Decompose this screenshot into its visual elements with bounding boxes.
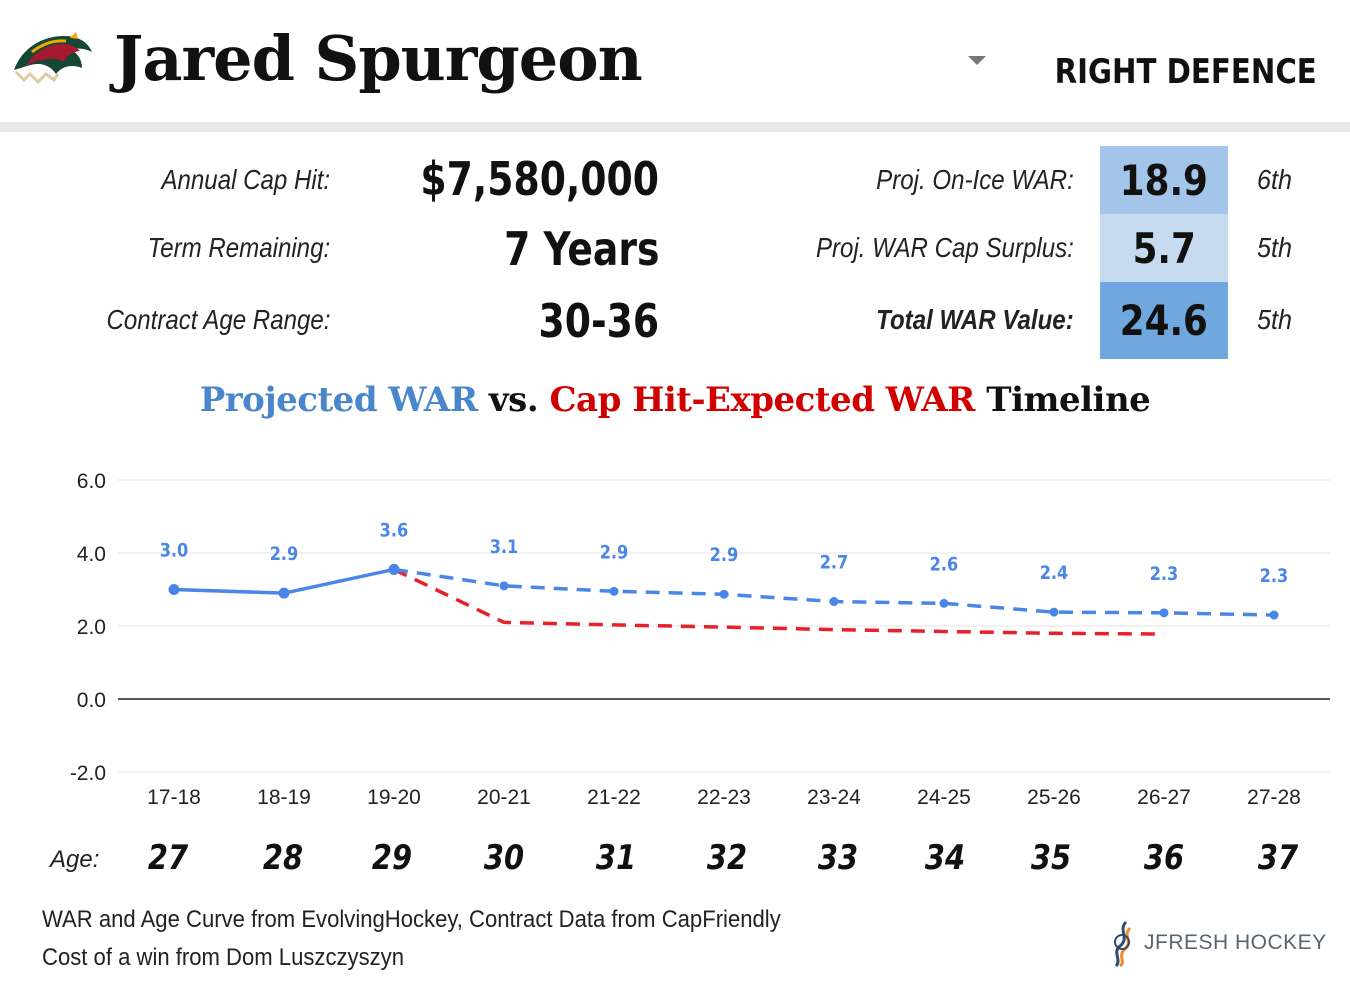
expected-war-line — [393, 567, 1165, 636]
projected-war-point — [1269, 610, 1279, 620]
onice-war-box: 18.9 — [1100, 146, 1228, 214]
projected-war-point — [1049, 607, 1059, 617]
projected-war-data-label: 2.9 — [710, 545, 739, 567]
x-tick-label: 17-18 — [147, 786, 201, 809]
source-note-2: Cost of a win from Dom Luszczyszyn — [42, 944, 404, 971]
header: Jared Spurgeon RIGHT DEFENCE — [0, 0, 1350, 122]
age-range-label: Contract Age Range: — [106, 304, 330, 335]
projected-war-point — [499, 581, 509, 591]
age-value: 28 — [262, 838, 304, 878]
player-name: Jared Spurgeon — [114, 22, 643, 95]
x-tick-label: 23-24 — [807, 786, 861, 809]
projected-war-data-label: 2.9 — [270, 544, 299, 566]
projected-war-point — [719, 589, 729, 599]
x-tick-label: 19-20 — [367, 786, 421, 809]
x-tick-label: 20-21 — [477, 786, 531, 809]
y-tick-label: 0.0 — [77, 689, 106, 712]
age-value: 36 — [1143, 838, 1185, 878]
war-surplus-label: Proj. WAR Cap Surplus: — [816, 232, 1074, 263]
chart-title: Projected WAR vs. Cap Hit-Expected WAR T… — [0, 380, 1350, 420]
chart-title-projected: Projected WAR — [199, 380, 478, 420]
projected-war-point — [168, 584, 180, 595]
age-value: 29 — [371, 838, 413, 878]
x-tick-label: 26-27 — [1137, 786, 1191, 809]
total-war-box: 24.6 — [1100, 282, 1228, 359]
total-war-label: Total WAR Value: — [876, 304, 1074, 335]
source-note-1: WAR and Age Curve from EvolvingHockey, C… — [42, 906, 781, 933]
x-tick-label: 24-25 — [917, 786, 971, 809]
projected-war-data-label: 2.3 — [1150, 564, 1179, 586]
total-war-rank: 5th — [1257, 304, 1293, 335]
age-value: 30 — [483, 838, 525, 878]
player-position: RIGHT DEFENCE — [1054, 52, 1317, 92]
projected-war-point — [609, 586, 619, 596]
y-tick-label: 6.0 — [77, 470, 106, 493]
y-tick-label: -2.0 — [70, 762, 106, 785]
jfresh-logo-icon — [1114, 920, 1132, 968]
age-value: 34 — [924, 838, 966, 878]
projected-war-line-projection — [393, 567, 1275, 617]
projected-war-data-label: 2.3 — [1260, 566, 1289, 588]
age-value: 35 — [1030, 838, 1072, 878]
projected-war-data-label: 2.7 — [820, 552, 849, 574]
cap-hit-value: $7,580,000 — [420, 152, 659, 206]
brand-name: JFRESH HOCKEY — [1144, 931, 1327, 954]
term-value: 7 Years — [503, 222, 659, 276]
age-value: 33 — [817, 838, 859, 878]
onice-war-value: 18.9 — [1119, 155, 1209, 205]
y-tick-label: 4.0 — [77, 543, 106, 566]
projected-war-point — [388, 563, 400, 575]
war-surplus-box: 5.7 — [1100, 214, 1228, 282]
war-surplus-rank: 5th — [1257, 232, 1293, 263]
war-surplus-value: 5.7 — [1132, 223, 1196, 273]
x-tick-label: 18-19 — [257, 786, 311, 809]
age-value: 27 — [147, 838, 189, 878]
brand: JFRESH HOCKEY — [1108, 918, 1328, 968]
x-tick-label: 21-22 — [587, 786, 641, 809]
projected-war-data-label: 3.6 — [380, 520, 409, 542]
projected-war-point — [829, 597, 839, 607]
war-timeline-chart: 6.0 4.0 2.0 0.0 -2.0 17-18 18-19 19-20 20-21 21-2… — [70, 470, 1330, 809]
x-tick-label: 27-28 — [1247, 786, 1301, 809]
age-range-value: 30-36 — [538, 294, 659, 348]
chart-title-vs: vs. — [477, 380, 550, 420]
chart-title-expected: Cap Hit-Expected WAR — [549, 380, 976, 420]
projected-war-point — [1159, 608, 1169, 618]
age-value: 37 — [1257, 838, 1299, 878]
x-tick-label: 22-23 — [697, 786, 751, 809]
projected-war-data-label: 2.6 — [930, 554, 959, 576]
onice-war-rank: 6th — [1257, 164, 1293, 195]
y-tick-label: 2.0 — [77, 616, 106, 639]
chart-title-timeline: Timeline — [974, 380, 1151, 420]
age-value: 31 — [595, 838, 637, 878]
projected-war-point — [939, 598, 949, 608]
onice-war-label: Proj. On-Ice WAR: — [876, 164, 1074, 195]
x-tick-label: 25-26 — [1027, 786, 1081, 809]
projected-war-data-label: 3.0 — [160, 540, 189, 562]
chevron-down-icon[interactable] — [968, 56, 986, 65]
projected-war-point — [278, 587, 290, 599]
projected-war-data-label: 3.1 — [490, 537, 519, 559]
total-war-value: 24.6 — [1119, 296, 1209, 345]
projected-war-data-label: 2.9 — [600, 542, 629, 564]
age-value: 32 — [706, 838, 748, 878]
age-row-label: Age: — [50, 846, 100, 873]
cap-hit-label: Annual Cap Hit: — [161, 164, 330, 195]
projected-war-data-label: 2.4 — [1040, 563, 1069, 585]
header-divider — [0, 122, 1350, 132]
term-label: Term Remaining: — [147, 232, 330, 263]
minnesota-wild-logo-icon — [14, 32, 92, 85]
